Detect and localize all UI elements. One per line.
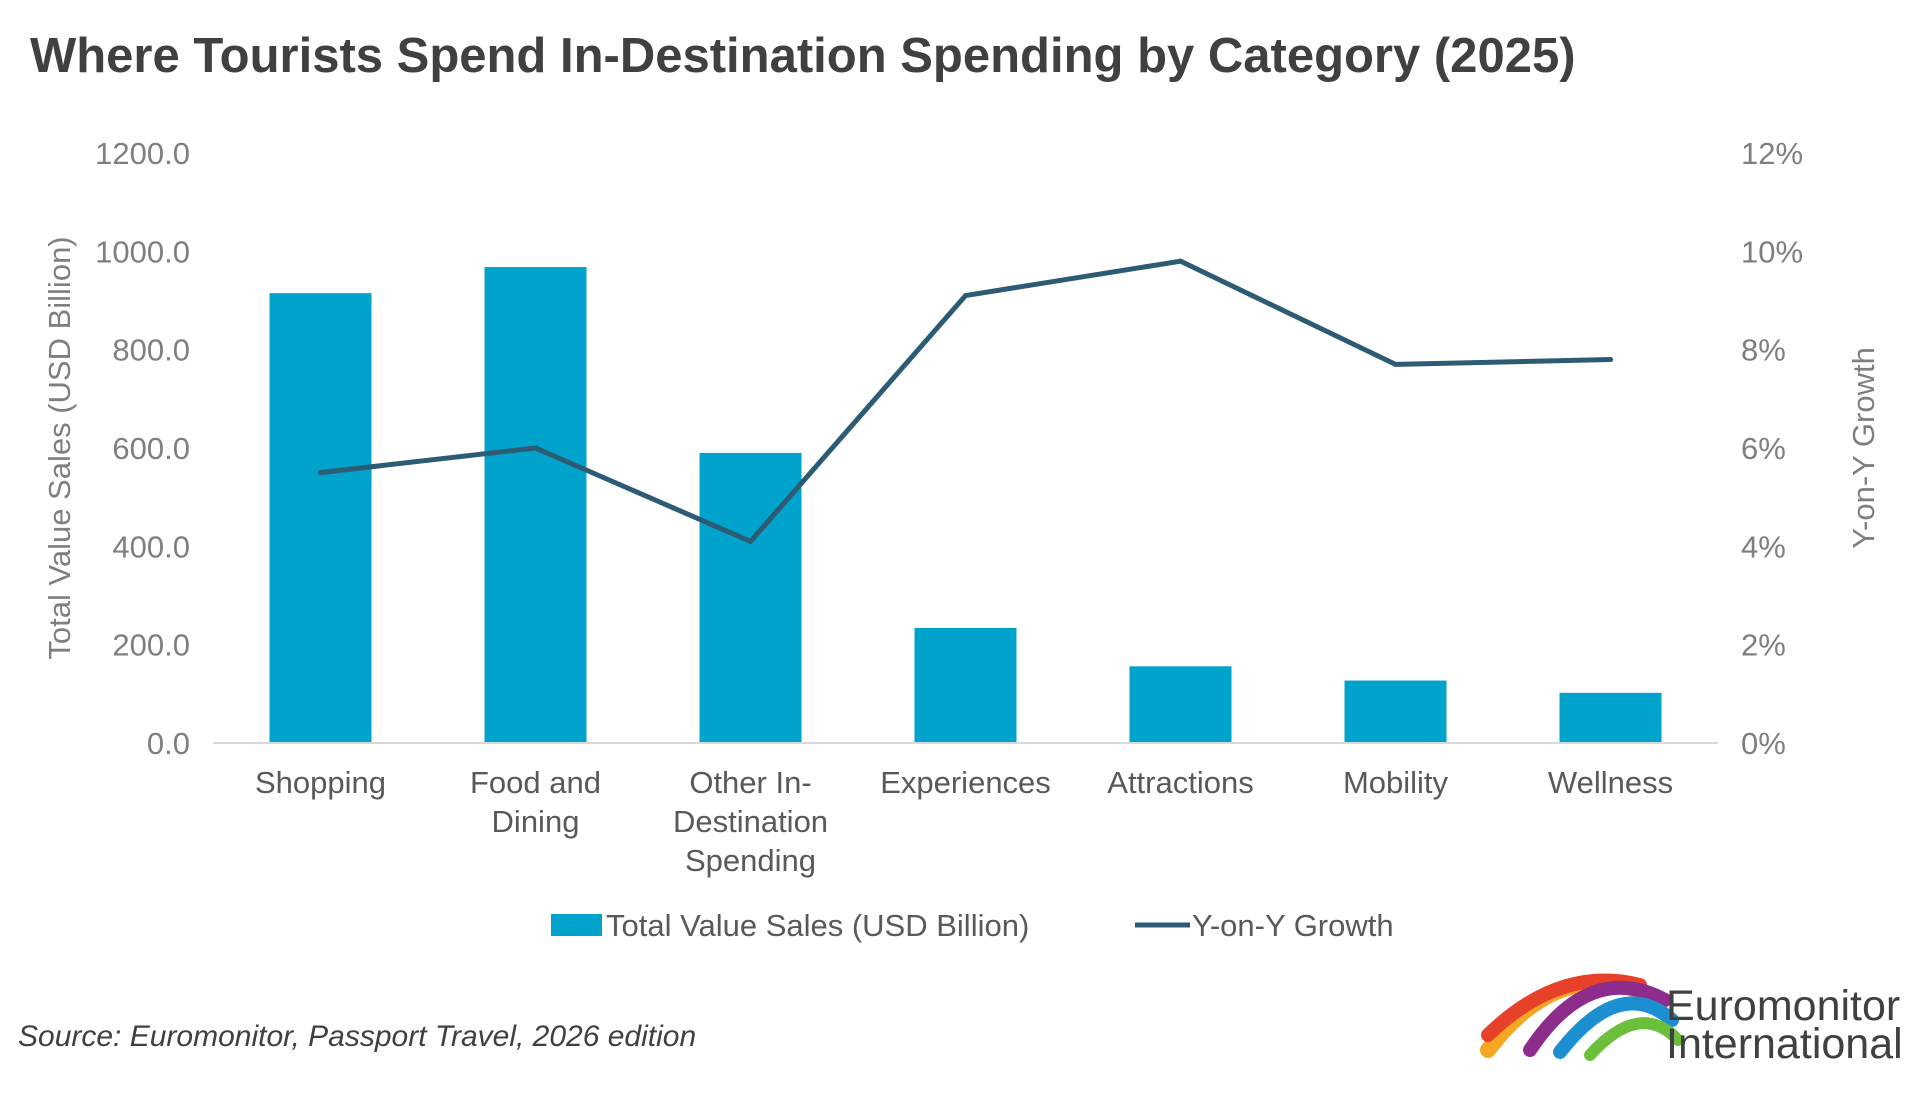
x-category-label: Shopping: [255, 765, 386, 800]
y-right-tick-label: 10%: [1741, 234, 1803, 269]
x-category-label: Attractions: [1107, 765, 1253, 800]
plot-area: 0.0 200.0 400.0 600.0 800.0 1000.0 1200.0 0% 2% 4…: [42, 136, 1881, 943]
y-left-tick-label: 200.0: [112, 628, 190, 663]
x-category-label: Destination: [673, 804, 828, 839]
bar-6: [1344, 680, 1447, 743]
growth-point-1: [318, 470, 323, 476]
brand-name-line1: Euromonitor: [1666, 982, 1900, 1030]
y-right-tick-label: 2%: [1741, 628, 1786, 663]
growth-point-4: [963, 293, 968, 299]
growth-point-2: [533, 445, 538, 451]
y-right-tick-label: 12%: [1741, 136, 1803, 171]
y-right-tick-label: 4%: [1741, 529, 1786, 564]
brand-name-line2: International: [1666, 1020, 1903, 1068]
source-note: Source: Euromonitor, Passport Travel, 20…: [18, 1020, 696, 1053]
rainbow-arc-icon: [1480, 973, 1684, 1061]
bar-5: [1129, 666, 1232, 743]
euromonitor-logo: Euromonitor International: [1480, 973, 1903, 1068]
growth-point-3: [748, 538, 753, 544]
bar-3: [699, 452, 802, 743]
growth-point-6: [1393, 361, 1398, 367]
legend-line-label: Y-on-Y Growth: [1192, 908, 1394, 943]
y-left-tick-label: 400.0: [112, 529, 190, 564]
growth-point-5: [1178, 258, 1183, 264]
bar-1: [269, 293, 372, 743]
y-right-axis-title: Y-on-Y Growth: [1846, 347, 1881, 549]
bar-4: [914, 627, 1017, 743]
y-left-tick-label: 600.0: [112, 431, 190, 466]
y-right-tick-label: 0%: [1741, 726, 1786, 761]
x-category-label: Dining: [492, 804, 580, 839]
legend-bar-label: Total Value Sales (USD Billion): [606, 908, 1029, 943]
x-category-label: Spending: [685, 843, 816, 878]
x-category-label: Experiences: [880, 765, 1051, 800]
y-left-tick-label: 1000.0: [95, 234, 190, 269]
y-right-tick-label: 8%: [1741, 333, 1786, 368]
x-category-label: Other In-: [689, 765, 811, 800]
y-left-axis-title: Total Value Sales (USD Billion): [42, 236, 77, 659]
y-left-tick-label: 1200.0: [95, 136, 190, 171]
x-category-label: Food and: [470, 765, 601, 800]
y-left-tick-label: 0.0: [147, 726, 190, 761]
growth-point-7: [1608, 357, 1613, 362]
chart-title: Where Tourists Spend In-Destination Spen…: [30, 29, 1576, 83]
y-left-tick-label: 800.0: [112, 333, 190, 368]
x-category-label: Mobility: [1343, 765, 1449, 800]
legend-bar-swatch: [551, 914, 602, 936]
bar-2: [484, 267, 587, 743]
bar-7: [1559, 692, 1662, 743]
y-right-tick-label: 6%: [1741, 431, 1786, 466]
x-category-label: Wellness: [1548, 765, 1673, 800]
